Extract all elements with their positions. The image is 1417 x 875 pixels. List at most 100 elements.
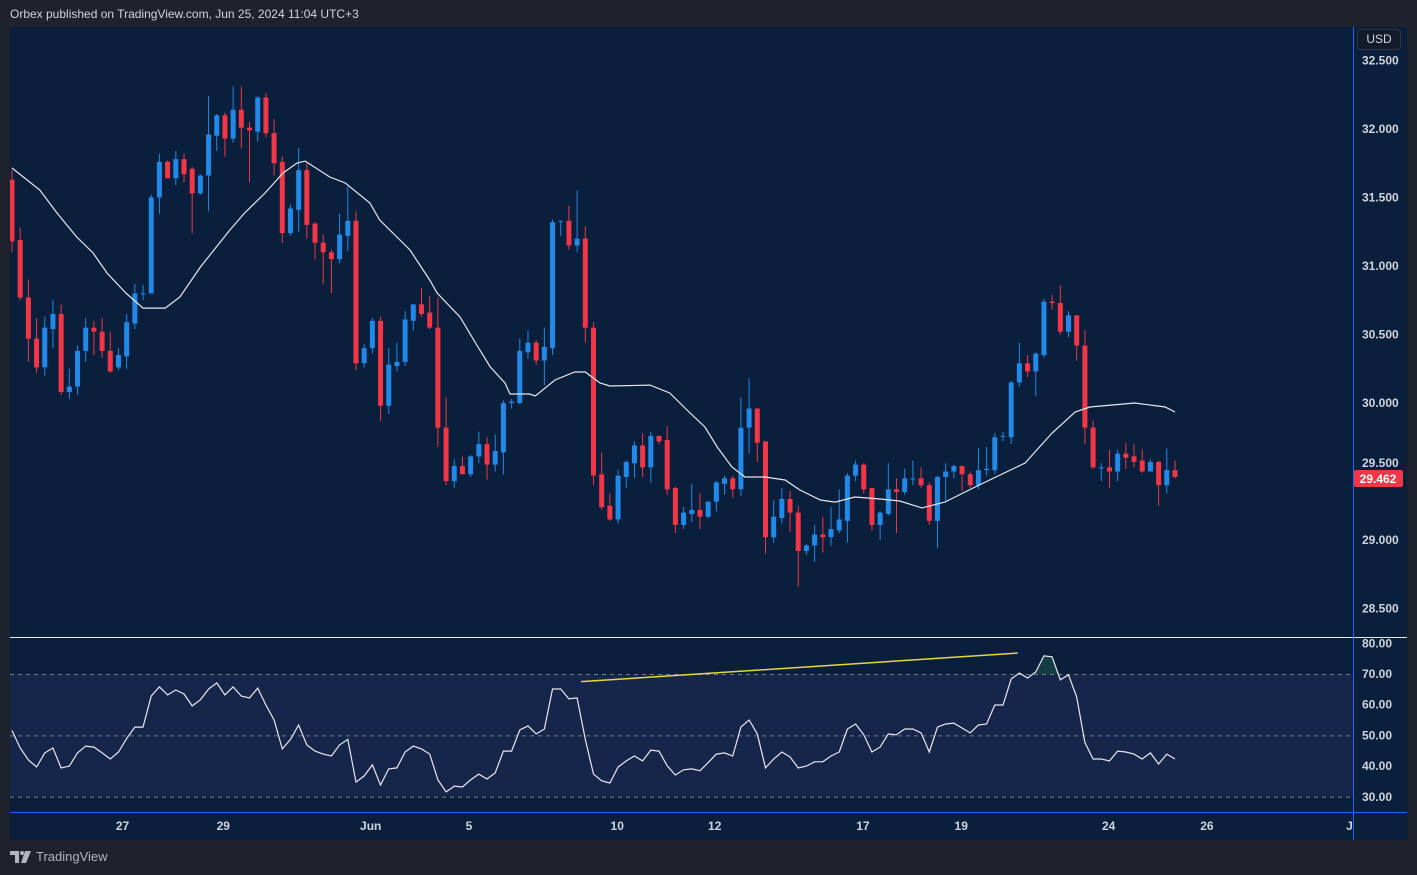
candle xyxy=(165,160,171,179)
candle-body xyxy=(156,161,162,198)
candle-body xyxy=(746,408,752,428)
candle xyxy=(50,300,56,349)
candle xyxy=(1057,285,1063,335)
candle xyxy=(255,96,261,142)
candle-body xyxy=(525,342,531,353)
candle xyxy=(1049,294,1055,310)
candle xyxy=(590,322,596,486)
candle xyxy=(1106,449,1112,488)
candle xyxy=(992,433,998,475)
time-tick-label: 27 xyxy=(116,819,130,833)
candle-body xyxy=(451,466,457,482)
publisher-line: Orbex published on TradingView.com, Jun … xyxy=(10,7,359,21)
candle-body xyxy=(869,487,875,525)
candle-body xyxy=(836,519,842,531)
candle xyxy=(337,213,343,264)
candle-body xyxy=(124,322,130,357)
candle xyxy=(828,507,834,546)
candle-body xyxy=(615,475,621,520)
candle-body xyxy=(435,327,441,428)
candle-body xyxy=(140,293,146,295)
candle-body xyxy=(189,168,195,194)
candle xyxy=(1172,460,1178,479)
candle xyxy=(943,463,949,502)
currency-button[interactable]: USD xyxy=(1357,29,1401,50)
candle xyxy=(541,327,547,386)
candle xyxy=(656,435,662,445)
price-axis[interactable]: 32.500 32.000 31.500 31.000 30.500 30.000 29.5… xyxy=(1362,54,1399,616)
candle xyxy=(533,339,539,365)
candle xyxy=(222,112,228,157)
candle-body xyxy=(730,478,736,490)
candle-body xyxy=(853,464,859,476)
candle-body xyxy=(1025,363,1031,372)
candle-body xyxy=(1000,435,1006,437)
price-tick-label: 29.500 xyxy=(1362,456,1399,470)
rsi-tick-label: 40.00 xyxy=(1362,759,1392,773)
candle xyxy=(771,500,777,543)
time-axis[interactable]: 27 29 Jun 5 10 12 17 19 24 26 J xyxy=(116,819,1353,833)
candle xyxy=(558,220,564,236)
candle-body xyxy=(533,342,539,361)
candle-body xyxy=(607,505,613,520)
candle xyxy=(271,119,277,176)
rsi-trendline[interactable] xyxy=(581,652,1018,683)
candle xyxy=(1139,449,1145,473)
candle xyxy=(910,460,916,486)
candle xyxy=(296,148,302,232)
rsi-tick-label: 80.00 xyxy=(1362,636,1392,650)
candle xyxy=(181,153,187,183)
candle xyxy=(967,471,973,488)
candle-body xyxy=(328,252,334,260)
candle xyxy=(853,460,859,482)
candle-body xyxy=(1016,363,1022,383)
candle-body xyxy=(1041,301,1047,356)
rsi-line xyxy=(11,655,1176,793)
candle xyxy=(803,544,809,556)
price-tick-label: 31.500 xyxy=(1362,191,1399,205)
candle xyxy=(107,331,113,373)
candle-body xyxy=(689,509,695,514)
candle-body xyxy=(337,234,343,260)
candle xyxy=(91,320,97,356)
candle xyxy=(353,211,359,371)
candle-body xyxy=(148,197,154,294)
candle-body xyxy=(1131,456,1137,462)
candle xyxy=(25,279,31,362)
candle xyxy=(762,441,768,554)
candle xyxy=(402,311,408,367)
candle-body xyxy=(771,516,777,538)
candle xyxy=(934,475,940,549)
candle-body xyxy=(255,97,261,132)
candle xyxy=(1066,311,1072,338)
candle-body xyxy=(42,327,48,368)
candle-body xyxy=(574,238,580,246)
candle-body xyxy=(697,509,703,517)
candle xyxy=(746,378,752,454)
candle xyxy=(66,368,72,399)
candle xyxy=(34,318,40,373)
candle-body xyxy=(1008,382,1014,438)
candle-body xyxy=(877,512,883,525)
candle xyxy=(550,219,556,356)
tradingview-footer[interactable]: TradingView xyxy=(10,849,108,864)
candle-body xyxy=(509,401,515,403)
price-tick-label: 31.000 xyxy=(1362,259,1399,273)
candle-body xyxy=(861,464,867,490)
candle-body xyxy=(934,476,940,521)
candle-body xyxy=(214,115,220,136)
tradingview-brand: TradingView xyxy=(36,849,108,864)
rsi-band xyxy=(10,674,1353,797)
candle xyxy=(386,348,392,414)
candle-body xyxy=(1098,467,1104,469)
moving-average-line xyxy=(11,160,1176,509)
candle xyxy=(795,505,801,587)
candle xyxy=(156,153,162,214)
candle xyxy=(394,342,400,372)
candle-body xyxy=(1090,427,1096,468)
candle xyxy=(419,287,424,317)
candle xyxy=(238,86,244,149)
rsi-axis[interactable]: 80.00 70.00 60.00 50.00 40.00 30.00 xyxy=(1362,636,1392,804)
candle-body xyxy=(910,478,916,480)
